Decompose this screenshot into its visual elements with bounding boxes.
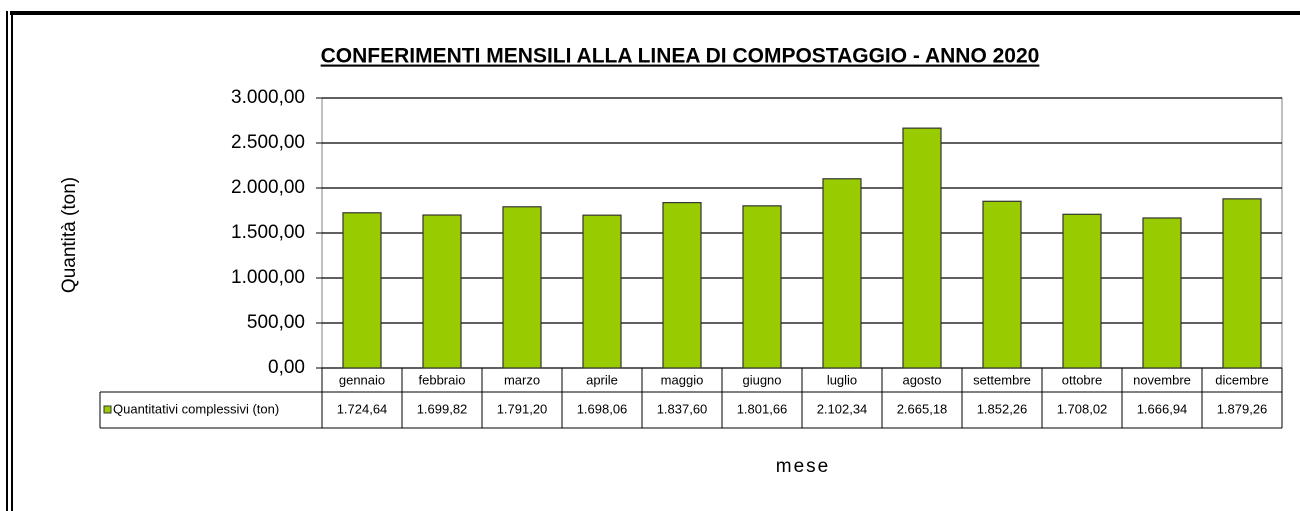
x-tick-label: aprile [586,372,618,387]
x-tick-label: maggio [661,372,704,387]
y-tick-label: 3.000,00 [231,87,305,108]
x-tick-label: ottobre [1062,372,1102,387]
value-label: 1.708,02 [1057,401,1108,416]
x-tick-label: dicembre [1215,372,1268,387]
y-tick-label: 500,00 [247,312,305,333]
value-label: 1.699,82 [417,401,468,416]
y-tick-label: 1.500,00 [231,222,305,243]
bar [822,178,862,369]
bar [902,127,942,369]
bar [422,214,462,369]
bar [1062,213,1102,369]
x-tick-label: luglio [827,372,857,387]
value-label: 2.102,34 [817,401,868,416]
frame-top [10,11,1300,15]
y-tick-label: 0,00 [268,357,305,378]
value-label: 2.665,18 [897,401,948,416]
bar [662,202,702,369]
value-label: 1.852,26 [977,401,1028,416]
value-label: 1.698,06 [577,401,628,416]
y-tick-label: 2.500,00 [231,132,305,153]
x-tick-label: marzo [504,372,540,387]
bar [502,206,542,369]
y-axis-label: Quantità (ton) [59,177,80,293]
bar [982,200,1022,369]
bar [1142,217,1182,369]
value-label: 1.879,26 [1217,401,1268,416]
x-tick-label: febbraio [419,372,466,387]
legend-key [103,405,112,414]
x-axis-label: mese [776,456,830,477]
bar [582,214,622,369]
value-label: 1.801,66 [737,401,788,416]
x-tick-label: giugno [742,372,781,387]
value-label: 1.724,64 [337,401,388,416]
x-tick-label: settembre [973,372,1031,387]
x-tick-label: novembre [1133,372,1191,387]
frame-left-outer [6,11,8,511]
chart-title: CONFERIMENTI MENSILI ALLA LINEA DI COMPO… [321,45,1040,68]
legend-label: Quantitativi complessivi (ton) [113,401,279,416]
x-tick-label: gennaio [339,372,385,387]
frame-left-inner [11,11,13,511]
value-label: 1.837,60 [657,401,708,416]
bar [742,205,782,369]
y-tick-label: 1.000,00 [231,267,305,288]
y-tick-label: 2.000,00 [231,177,305,198]
bar [1222,198,1262,369]
value-label: 1.791,20 [497,401,548,416]
bar [342,212,382,369]
value-label: 1.666,94 [1137,401,1188,416]
x-tick-label: agosto [902,372,941,387]
